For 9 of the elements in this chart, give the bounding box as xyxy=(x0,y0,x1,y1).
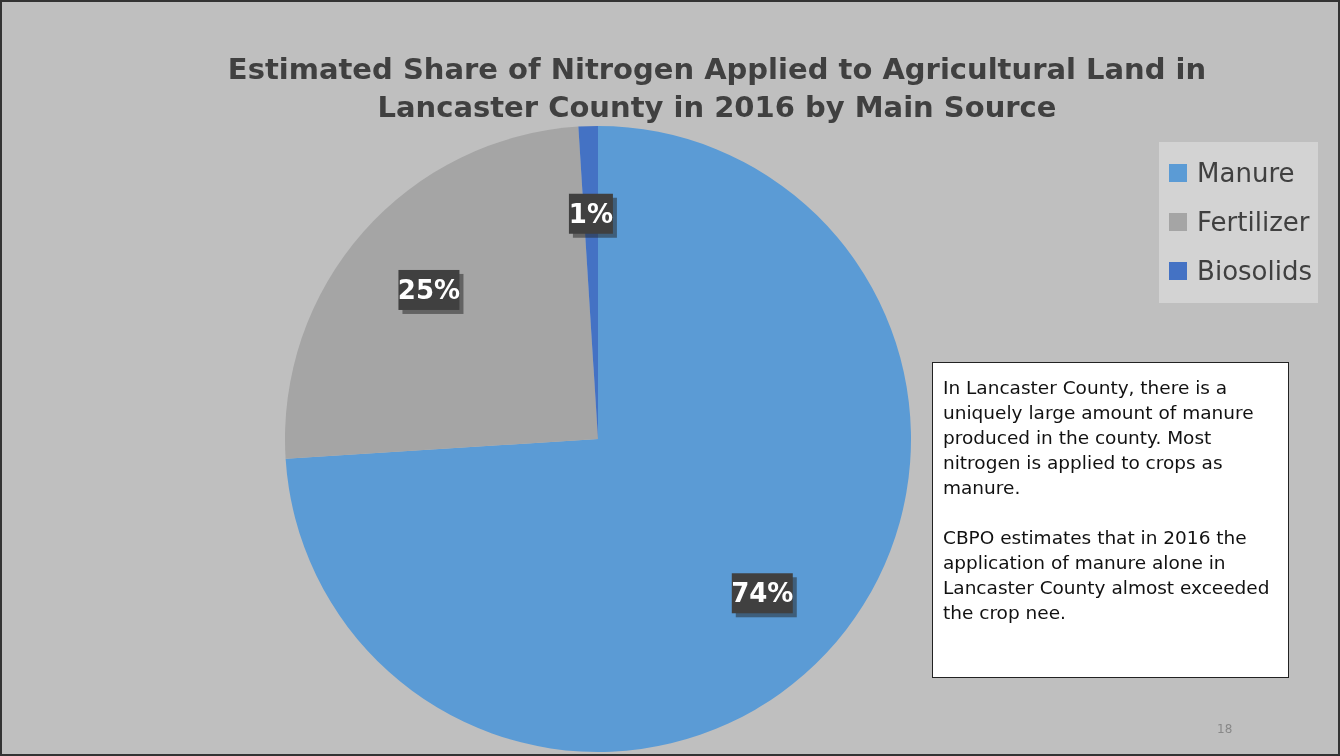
data-label: 74% xyxy=(731,578,794,609)
chart-title: Estimated Share of Nitrogen Applied to Agricultural Land in Lancaster County in 2016 by Main Source xyxy=(226,51,1208,126)
legend-label: Manure xyxy=(1197,157,1295,188)
legend-label: Fertilizer xyxy=(1197,206,1310,237)
pie-slice xyxy=(285,126,911,752)
data-label: 1% xyxy=(568,198,613,229)
legend-label: Biosolids xyxy=(1197,255,1312,286)
data-label: 25% xyxy=(397,274,461,305)
text: In Lancaster County, there is a uniquely large amount of manure produced in the county. Most nitrogen is applied to crops as manure. CBPO estimates that in 2016 the application of manure alone in Lancaster County almost exceeded the crop nee. xyxy=(943,377,1270,623)
